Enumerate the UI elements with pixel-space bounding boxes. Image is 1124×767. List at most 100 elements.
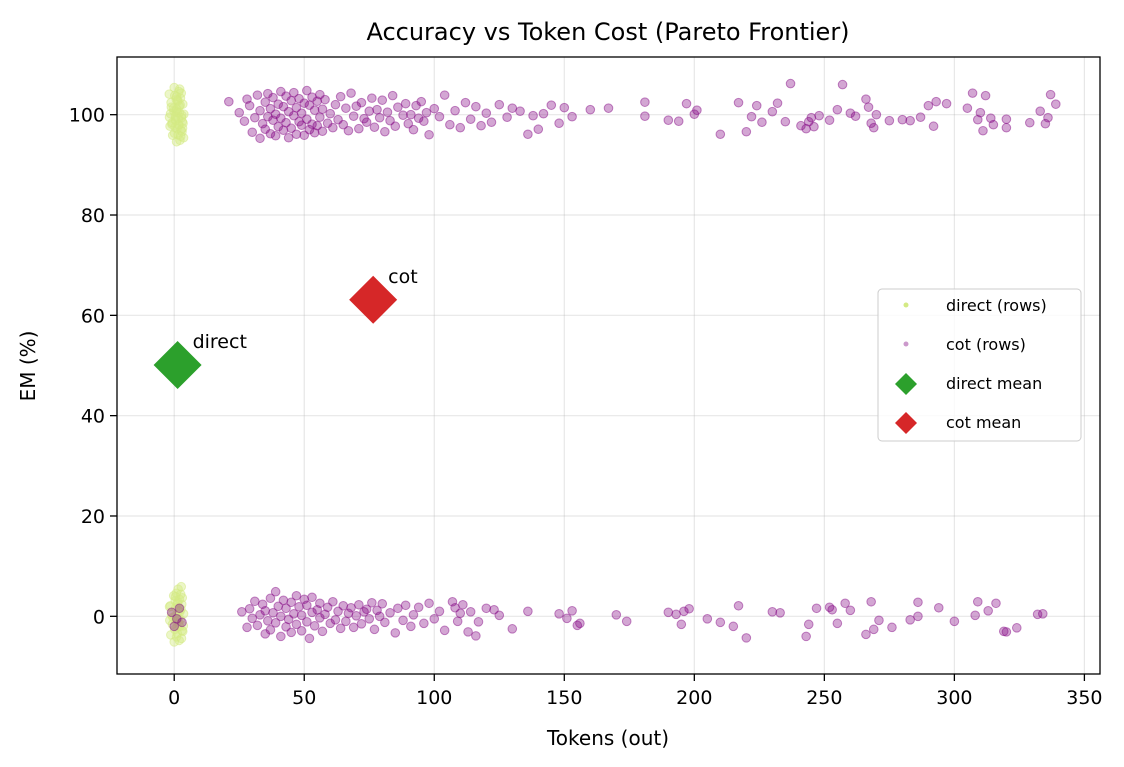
cot-row-point	[850, 111, 861, 121]
cot-row-point	[224, 96, 234, 107]
cot-row-point	[465, 606, 476, 617]
cot-row-point	[751, 100, 762, 111]
x-tick-label: 250	[806, 687, 842, 709]
cot-row-point	[803, 116, 814, 127]
cot-row-point	[928, 121, 939, 132]
cot-row-point	[294, 601, 304, 612]
annotation-cot: cot	[388, 266, 418, 288]
cot-row-point	[237, 606, 247, 617]
cot-row-point	[1024, 117, 1035, 128]
cot-row-point	[283, 614, 294, 625]
cot-row-point	[289, 609, 299, 619]
cot-row-point	[473, 617, 484, 627]
cot-row-point	[234, 107, 245, 118]
cot-row-point	[983, 605, 993, 616]
cot-row-point	[905, 115, 915, 126]
cot-row-point	[299, 98, 310, 108]
cot-row-point	[341, 103, 351, 113]
cot-row-point	[523, 606, 533, 617]
cot-row-point	[273, 99, 284, 109]
x-tick-label: 350	[1066, 687, 1102, 709]
y-tick-label: 80	[81, 205, 105, 227]
cot-row-point	[239, 116, 250, 127]
cot-row-point	[458, 599, 468, 610]
cot-row-point	[299, 594, 310, 605]
cot-row-point	[278, 595, 289, 606]
cot-row-point	[767, 106, 778, 117]
cot-row-point	[494, 610, 505, 621]
cot-row-point	[276, 86, 286, 97]
cot-row-point	[356, 97, 367, 108]
cot-row-point	[380, 126, 390, 137]
cot-row-point	[1037, 609, 1048, 619]
cot-row-point	[260, 629, 271, 639]
cot-row-point	[244, 603, 255, 614]
cot-row-point	[302, 114, 312, 125]
cot-row-point	[270, 130, 281, 141]
cot-row-point	[247, 127, 258, 138]
cot-row-point	[481, 603, 492, 614]
cot-row-point	[317, 626, 328, 637]
cot-row-point	[416, 96, 427, 107]
cot-row-point	[476, 120, 486, 131]
cot-row-point	[681, 98, 692, 109]
cot-row-point	[523, 129, 533, 140]
y-tick-label: 100	[69, 105, 105, 127]
cot-row-point	[803, 619, 814, 630]
legend: direct (rows) cot (rows) direct mean cot…	[877, 288, 1082, 442]
cot-row-point	[419, 618, 429, 629]
cot-row-point	[343, 608, 354, 619]
cot-row-point	[465, 114, 476, 125]
cot-row-point	[741, 633, 752, 643]
cot-row-point	[827, 604, 837, 615]
x-tick-label: 300	[936, 687, 972, 709]
y-tick-label: 40	[81, 406, 105, 428]
cot-row-point	[931, 96, 941, 107]
cot-row-point	[385, 608, 395, 618]
cot-row-point	[328, 596, 338, 607]
cot-row-point	[325, 618, 336, 629]
cot-row-point	[460, 97, 471, 108]
cot-row-point	[252, 620, 263, 631]
cot-row-point	[278, 101, 289, 112]
cot-row-point	[1043, 112, 1053, 123]
direct-row-point	[166, 630, 176, 640]
direct-row-point	[172, 598, 183, 609]
cot-row-point	[286, 627, 297, 638]
cot-row-point	[255, 133, 265, 144]
legend-label-cot-rows: cot (rows)	[946, 335, 1026, 354]
annotation-direct: direct	[193, 331, 247, 353]
cot-row-point	[692, 105, 702, 115]
cot-row-point	[559, 102, 570, 113]
cot-row-point	[824, 115, 835, 126]
cot-row-point	[439, 625, 450, 636]
cot-row-point	[554, 609, 564, 619]
direct-row-point	[166, 102, 177, 112]
cot-row-point	[390, 121, 401, 132]
x-axis-label: Tokens (out)	[546, 726, 669, 750]
cot-row-point	[367, 597, 377, 608]
cot-row-point	[923, 100, 934, 111]
cot-row-point	[255, 105, 265, 116]
cot-row-point	[728, 621, 739, 632]
y-axis-label: EM (%)	[16, 331, 40, 402]
cot-row-point	[296, 108, 307, 118]
cot-row-point	[424, 598, 434, 609]
cot-row-point	[1040, 118, 1051, 129]
cot-row-point	[265, 625, 276, 635]
cot-row-point	[351, 611, 362, 621]
cot-row-point	[785, 78, 796, 89]
direct-row-point	[174, 119, 184, 130]
cot-row-point	[361, 604, 372, 615]
cot-row-point	[372, 104, 382, 115]
cot-row-point	[343, 125, 354, 136]
cot-row-point	[312, 604, 323, 615]
cot-row-point	[382, 107, 393, 117]
cot-row-point	[273, 121, 284, 132]
cot-row-point	[296, 120, 307, 131]
direct-row-point	[169, 82, 180, 93]
cot-row-point	[975, 107, 986, 118]
cot-row-point	[741, 126, 752, 137]
cot-row-point	[796, 120, 806, 131]
cot-row-point	[354, 599, 364, 610]
